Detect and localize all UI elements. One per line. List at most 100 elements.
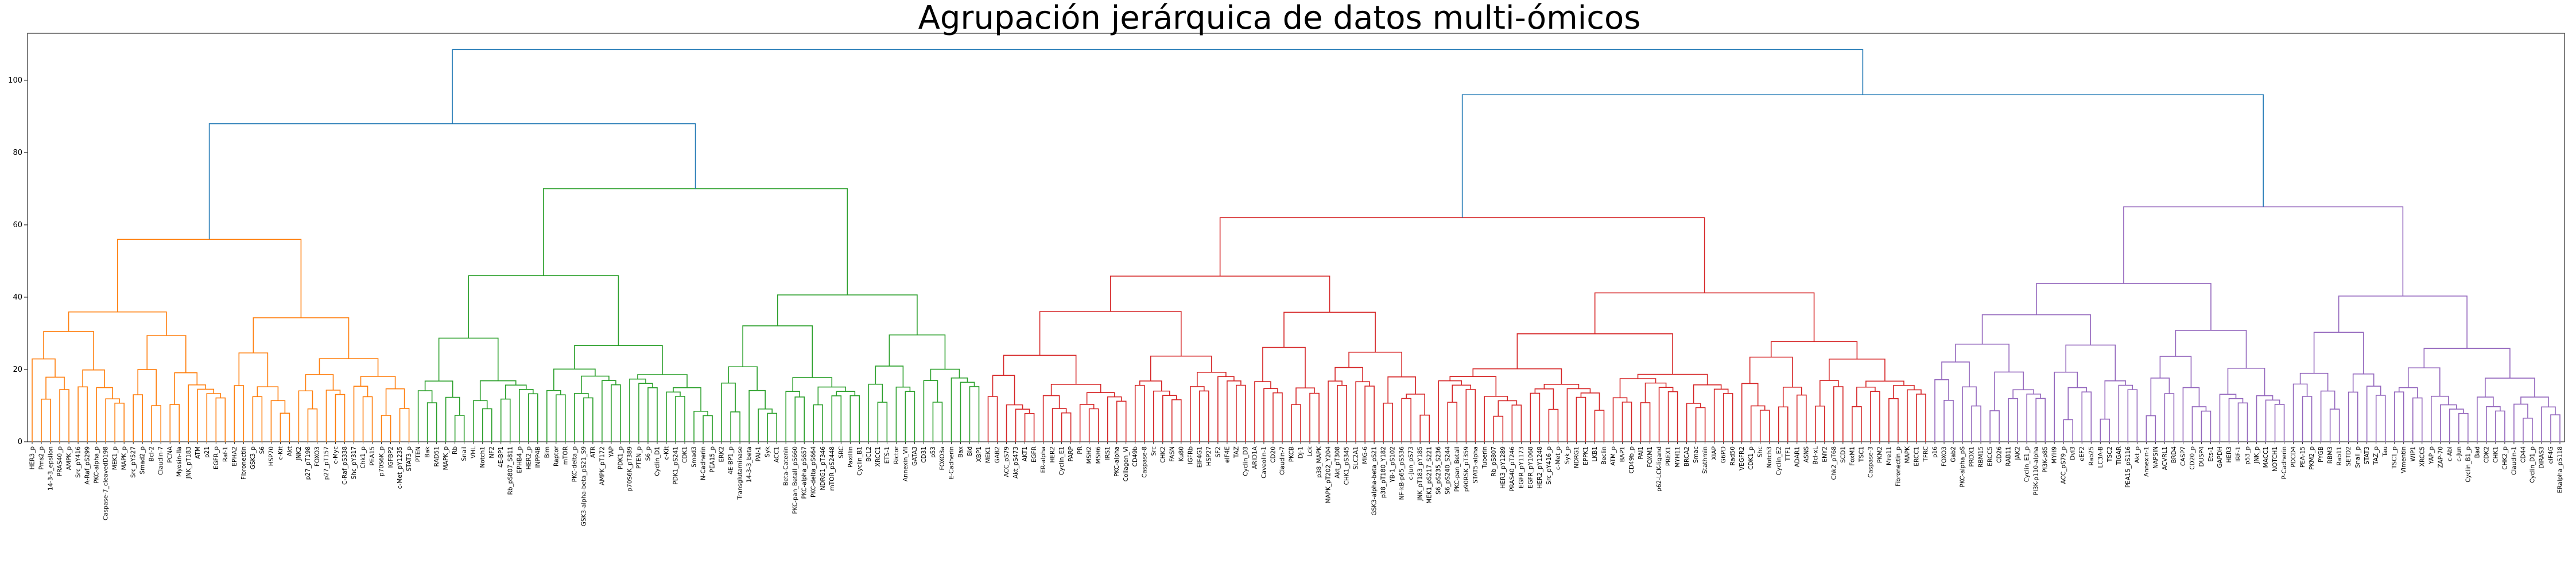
link-3 [2159,356,2192,388]
leaf-label: ER-alpha [1040,446,1047,473]
link-6 [1640,402,1651,442]
link-4 [325,390,341,442]
leaf-label: CHK2_p [2501,446,2508,470]
link-7 [1465,389,1476,442]
link-4 [1139,380,1162,391]
leaf-label: p90RSK_pT359 [1463,446,1470,492]
leaf-label: BRCA2 [1683,446,1690,466]
leaf-label: YAP_p [2428,446,2435,465]
leaf-label: PDCD4 [2290,446,2297,468]
leaf-label: HSP70 [268,446,275,466]
leaf-label: S6_pS235_S236 [1436,446,1442,495]
link-6 [647,387,658,442]
leaf-label: LC3A-B [2097,446,2104,468]
link-5 [1713,388,1729,442]
leaf-label: MACC1 [2263,446,2269,468]
link-4 [169,404,180,442]
leaf-label: S6_pS240_S244 [1445,446,1452,495]
leaf-label: Notch1 [479,446,486,468]
link-6 [1337,384,1347,442]
leaf-label: JAK2 [2015,446,2022,461]
y-tick-label-100: 100 [8,76,22,85]
link-6 [1548,409,1559,442]
link-3 [82,369,105,388]
link-6 [1530,392,1541,442]
link-3 [728,366,758,391]
link-5 [426,402,437,442]
link-6 [1722,393,1733,442]
leaf-label: PTEN [415,446,422,462]
leaf-label: ERCC1 [1913,446,1920,466]
plot-border [27,33,2565,442]
leaf-label: Bcl-2 [149,446,156,461]
leaf-label: SF2 [1215,446,1221,457]
leaf-label: Raptor [553,446,560,466]
link-4 [1334,367,1363,382]
link-4 [45,376,65,399]
link-4 [1941,361,1970,387]
link-3 [2407,367,2441,396]
leaf-label: c-Myc [332,446,339,464]
leaf-label: IRF-1 [2235,446,2242,462]
leaf-label: PREX1 [1665,446,1672,466]
leaf-label: 4E-BP1_p [728,446,735,474]
link-4 [298,390,313,442]
link-5 [2228,398,2244,442]
link-5 [794,396,805,442]
leaf-label: S6_p [645,446,651,461]
link-5 [1833,386,1844,442]
leaf-label: Bad [2474,446,2481,458]
leaf-label: EGFR_pY1068 [1527,446,1534,488]
link-3 [2065,344,2116,381]
link-5 [2393,391,2404,442]
leaf-label: Shc [1757,446,1764,457]
leaf-label: Src_pY527 [130,446,137,478]
link-6 [1452,384,1472,403]
leaf-label: PAI-1 [755,446,762,461]
leaf-label: Tau [2382,446,2389,457]
leaf-label: ERCC5 [1987,446,1994,466]
leaf-label: MEK1_p [112,446,119,470]
link-5 [362,396,373,442]
link-3 [32,358,56,442]
link-2 [574,345,663,375]
leaf-label: PKC-alpha_pS657 [801,446,808,499]
link-5 [758,409,773,442]
leaf-label: RBM15 [1978,446,1985,468]
link-3 [2352,374,2375,392]
leaf-label: Stathmin [1702,446,1709,474]
link-3 [792,377,833,392]
leaf-label: CD20_p [2189,446,2196,470]
leaf-label: MSH2 [1086,446,1093,464]
link-5 [813,404,824,442]
leaf-label: Snail [461,446,468,461]
leaf-label: p62-LCK-ligand [1656,446,1663,492]
leaf-label: Beta-Catenin [783,446,790,486]
leaf-label: PI3K-p85 [2042,446,2049,473]
leaf-label: MYH11 [1674,446,1681,468]
leaf-label: Smac [1693,446,1700,463]
leaf-label: RBM3 [2327,446,2334,464]
leaf-label: CD20 [1270,446,1277,463]
leaf-label: c-Abl [2446,446,2453,461]
link-6 [1079,404,1095,442]
leaf-label: eIF4G [2547,446,2554,464]
link-5 [2100,418,2111,442]
link-5 [1815,405,1825,442]
link-1 [1109,275,1330,313]
leaf-label: PDK1_pS241 [673,446,680,485]
link-root [452,49,1864,124]
leaf-label: c-Kit [277,446,284,460]
leaf-label: GSK3-alpha-beta_pS21 [1371,446,1378,516]
leaf-label: Claudin-1 [2511,446,2517,475]
leaf-label: PEA15 [369,446,376,466]
link-3 [479,380,517,401]
link-2 [238,352,269,387]
link-6 [1107,396,1122,442]
leaf-label: HER2_pY1248 [1537,446,1543,489]
link-6 [2237,402,2248,442]
leaf-label: c-Jun_pS73 [1408,446,1415,480]
link-5 [454,415,465,442]
link-6 [1015,409,1030,442]
